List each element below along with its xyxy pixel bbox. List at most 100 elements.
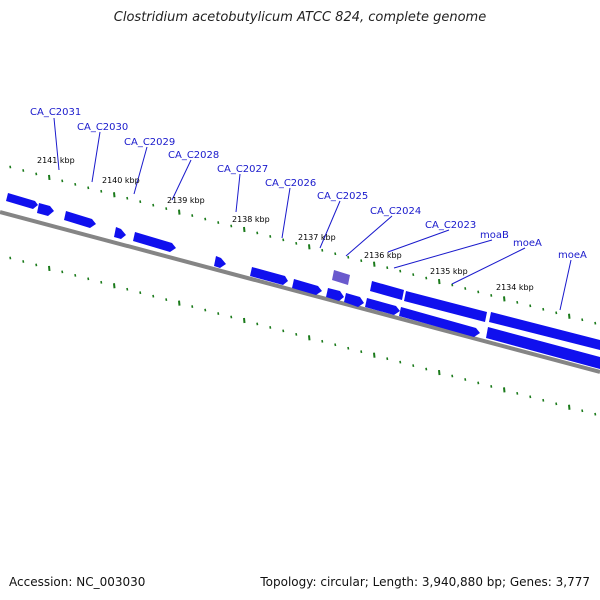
tick-mark bbox=[126, 196, 129, 200]
tick-mark bbox=[243, 226, 246, 233]
tick-mark bbox=[529, 304, 532, 308]
gene-label[interactable]: CA_C2025 bbox=[317, 191, 368, 202]
tick-mark bbox=[529, 395, 532, 399]
gene-labels: CA_C2031 CA_C2030 CA_C2029 CA_C2028 CA_C… bbox=[30, 107, 587, 261]
tick-mark bbox=[9, 256, 12, 260]
scale-label: 2134 kbp bbox=[496, 283, 534, 292]
tick-mark bbox=[269, 326, 272, 329]
tick-mark bbox=[204, 217, 207, 221]
tick-mark bbox=[347, 346, 350, 350]
tick-mark bbox=[321, 339, 324, 343]
gene-block[interactable] bbox=[292, 279, 322, 295]
tick-mark bbox=[516, 300, 519, 304]
gene-block-highlight[interactable] bbox=[332, 270, 350, 285]
tick-mark bbox=[256, 322, 259, 326]
tick-mark bbox=[425, 276, 428, 280]
tick-mark bbox=[542, 307, 545, 311]
gene-block[interactable] bbox=[365, 298, 400, 315]
tick-mark bbox=[490, 385, 493, 388]
tick-mark bbox=[347, 255, 350, 259]
upper-tick-track bbox=[9, 165, 597, 325]
gene-block[interactable] bbox=[250, 267, 288, 285]
tick-mark bbox=[191, 214, 194, 218]
tick-mark bbox=[516, 391, 519, 395]
gene-block[interactable] bbox=[399, 307, 480, 337]
gene-block[interactable] bbox=[326, 288, 344, 301]
tick-mark bbox=[100, 280, 103, 284]
tick-mark bbox=[282, 329, 285, 333]
tick-mark bbox=[542, 398, 545, 402]
tick-mark bbox=[22, 260, 25, 263]
tick-mark bbox=[152, 203, 155, 207]
tick-mark bbox=[204, 308, 207, 312]
gene-block[interactable] bbox=[486, 327, 600, 369]
label-leader-lines bbox=[53, 117, 572, 311]
gene-label[interactable]: CA_C2030 bbox=[77, 122, 128, 133]
tick-mark bbox=[360, 259, 363, 263]
tick-mark bbox=[152, 294, 155, 298]
gene-block[interactable] bbox=[64, 211, 96, 228]
tick-mark bbox=[74, 273, 77, 277]
gene-block[interactable] bbox=[370, 281, 404, 300]
tick-mark bbox=[373, 261, 376, 267]
tick-mark bbox=[74, 182, 77, 186]
tick-mark bbox=[61, 270, 64, 274]
gene-block[interactable] bbox=[6, 193, 38, 209]
tick-mark bbox=[555, 402, 558, 406]
gene-label[interactable]: CA_C2028 bbox=[168, 150, 219, 161]
scale-label: 2138 kbp bbox=[232, 215, 270, 224]
tick-mark bbox=[451, 374, 454, 378]
tick-mark bbox=[490, 294, 493, 297]
gene-label[interactable]: moaB bbox=[480, 230, 509, 241]
tick-mark bbox=[308, 335, 311, 341]
tick-mark bbox=[87, 277, 90, 281]
tick-mark bbox=[282, 238, 285, 242]
tick-mark bbox=[464, 378, 467, 381]
tick-mark bbox=[243, 317, 246, 324]
tick-mark bbox=[503, 296, 506, 302]
tick-mark bbox=[48, 265, 51, 272]
tick-mark bbox=[269, 235, 272, 238]
tick-mark bbox=[568, 404, 571, 410]
tick-mark bbox=[321, 248, 324, 252]
gene-block[interactable] bbox=[114, 227, 126, 239]
tick-mark bbox=[217, 221, 220, 224]
gene-label[interactable]: CA_C2024 bbox=[370, 206, 421, 217]
gene-label[interactable]: moeA bbox=[558, 250, 587, 261]
gene-block[interactable] bbox=[489, 312, 600, 350]
tick-mark bbox=[334, 252, 337, 256]
gene-block[interactable] bbox=[37, 203, 54, 216]
tick-mark bbox=[412, 273, 415, 277]
scale-label: 2141 kbp bbox=[37, 156, 75, 165]
tick-mark bbox=[191, 305, 194, 309]
gene-block[interactable] bbox=[404, 291, 487, 322]
tick-mark bbox=[126, 287, 129, 291]
gene-label[interactable]: moeA bbox=[513, 238, 542, 249]
gene-label[interactable]: CA_C2023 bbox=[425, 220, 476, 231]
tick-mark bbox=[217, 312, 220, 315]
tick-mark bbox=[100, 189, 103, 193]
tick-mark bbox=[399, 269, 402, 273]
tick-mark bbox=[477, 381, 480, 385]
tick-mark bbox=[386, 266, 389, 270]
tick-mark bbox=[555, 311, 558, 315]
tick-mark bbox=[464, 287, 467, 290]
accession-text: Accession: NC_003030 bbox=[9, 575, 146, 589]
gene-label[interactable]: CA_C2026 bbox=[265, 178, 316, 189]
gene-label[interactable]: CA_C2027 bbox=[217, 164, 268, 175]
tick-mark bbox=[165, 298, 168, 302]
gene-block[interactable] bbox=[344, 293, 364, 307]
tick-mark bbox=[373, 352, 376, 358]
genome-backbone bbox=[0, 210, 600, 374]
tick-mark bbox=[87, 186, 90, 190]
gene-label[interactable]: CA_C2029 bbox=[124, 137, 175, 148]
tick-mark bbox=[178, 300, 181, 306]
tick-mark bbox=[334, 343, 337, 347]
tick-mark bbox=[295, 241, 298, 245]
tick-mark bbox=[308, 244, 311, 250]
gene-block[interactable] bbox=[214, 256, 226, 268]
gene-block[interactable] bbox=[133, 232, 176, 252]
tick-mark bbox=[594, 412, 597, 416]
tick-mark bbox=[477, 290, 480, 294]
gene-label[interactable]: CA_C2031 bbox=[30, 107, 81, 118]
